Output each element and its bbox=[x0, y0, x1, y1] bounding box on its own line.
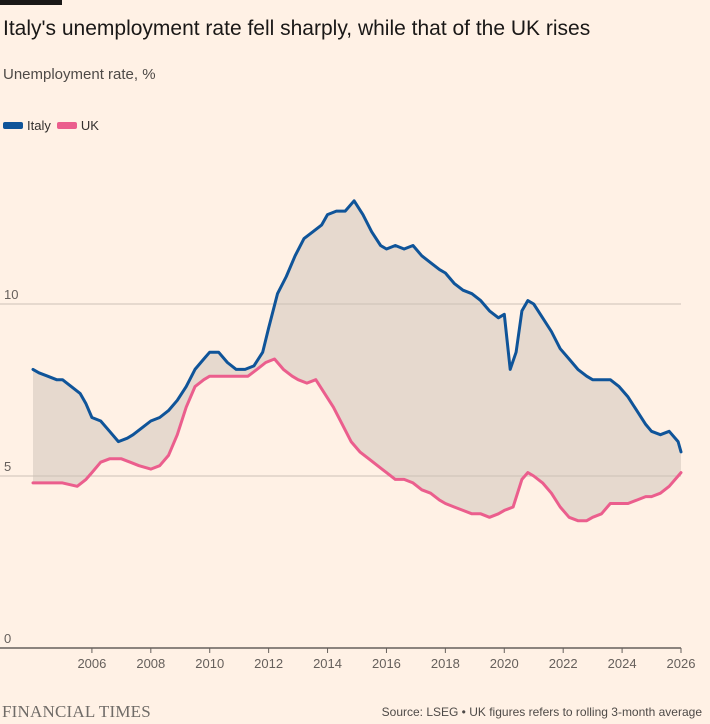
x-tick-label-2016: 2016 bbox=[372, 656, 401, 671]
legend-item-italy: Italy bbox=[3, 118, 51, 133]
ft-logo: FINANCIAL TIMES bbox=[2, 702, 151, 721]
x-tick-label-2014: 2014 bbox=[313, 656, 342, 671]
source-note: Source: LSEG • UK figures refers to roll… bbox=[381, 705, 702, 719]
chart-title: Italy's unemployment rate fell sharply, … bbox=[3, 17, 591, 40]
legend-swatch-italy bbox=[3, 121, 23, 129]
legend-swatch-uk bbox=[56, 121, 77, 129]
legend-label-uk: UK bbox=[80, 117, 99, 133]
x-tick-label-2024: 2024 bbox=[608, 656, 637, 671]
y-tick-label-5: 5 bbox=[4, 459, 11, 474]
x-tick-label-2008: 2008 bbox=[136, 656, 165, 671]
x-tick-label-2012: 2012 bbox=[254, 656, 283, 671]
legend-label-italy: Italy bbox=[27, 117, 51, 133]
x-tick-label-2018: 2018 bbox=[431, 656, 460, 671]
y-tick-label-0: 0 bbox=[4, 631, 11, 646]
gap-shaded-area bbox=[33, 200, 681, 521]
y-tick-label-10: 10 bbox=[4, 287, 18, 302]
x-tick-label-2026: 2026 bbox=[667, 656, 696, 671]
chart-legend: Italy UK bbox=[3, 116, 105, 134]
x-tick-label-2022: 2022 bbox=[549, 656, 578, 671]
x-tick-label-2020: 2020 bbox=[490, 656, 519, 671]
series-line-italy bbox=[31, 199, 683, 454]
ft-top-bar bbox=[0, 0, 62, 5]
series-line-uk bbox=[31, 357, 683, 523]
chart-subtitle: Unemployment rate, % bbox=[3, 66, 156, 83]
x-tick-label-2010: 2010 bbox=[195, 656, 224, 671]
x-tick-label-2006: 2006 bbox=[77, 656, 106, 671]
legend-item-uk: UK bbox=[56, 117, 99, 133]
